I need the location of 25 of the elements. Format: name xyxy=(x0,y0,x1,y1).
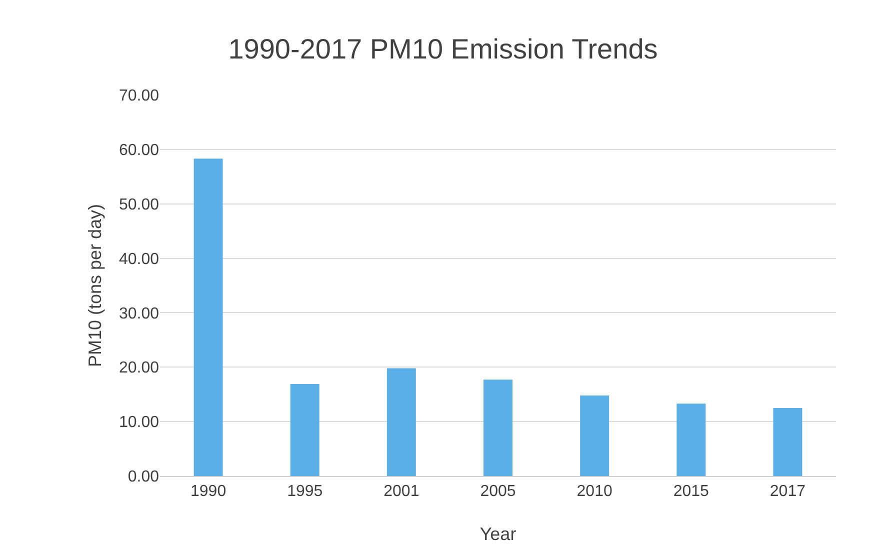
x-tick-label: 2001 xyxy=(384,483,420,500)
bar xyxy=(773,408,802,476)
bar xyxy=(484,380,512,476)
y-tick-label: 20.00 xyxy=(118,360,160,377)
y-axis-title: PM10 (tons per day) xyxy=(85,204,106,368)
y-tick-label: 50.00 xyxy=(118,196,160,214)
x-tick-label: 2005 xyxy=(480,483,516,500)
bar xyxy=(676,404,706,476)
y-tick-label: 60.00 xyxy=(118,142,160,160)
x-tick-label: 2015 xyxy=(673,483,710,500)
x-axis-title: Year xyxy=(480,524,516,544)
bar xyxy=(290,384,320,476)
x-tick-label: 1990 xyxy=(190,483,226,500)
y-tick-label: 70.00 xyxy=(118,88,160,105)
bar xyxy=(194,158,223,476)
bar xyxy=(386,368,416,476)
bar xyxy=(580,395,610,476)
y-tick-label: 40.00 xyxy=(118,250,160,268)
chart-title: 1990-2017 PM10 Emission Trends xyxy=(228,34,658,65)
y-tick-label: 30.00 xyxy=(118,305,160,322)
x-tick-label: 2017 xyxy=(770,483,806,500)
y-tick-label: 0.00 xyxy=(128,468,160,486)
x-tick-label: 2010 xyxy=(576,483,612,500)
x-tick-label: 1995 xyxy=(287,483,323,500)
y-tick-label: 10.00 xyxy=(118,414,160,432)
